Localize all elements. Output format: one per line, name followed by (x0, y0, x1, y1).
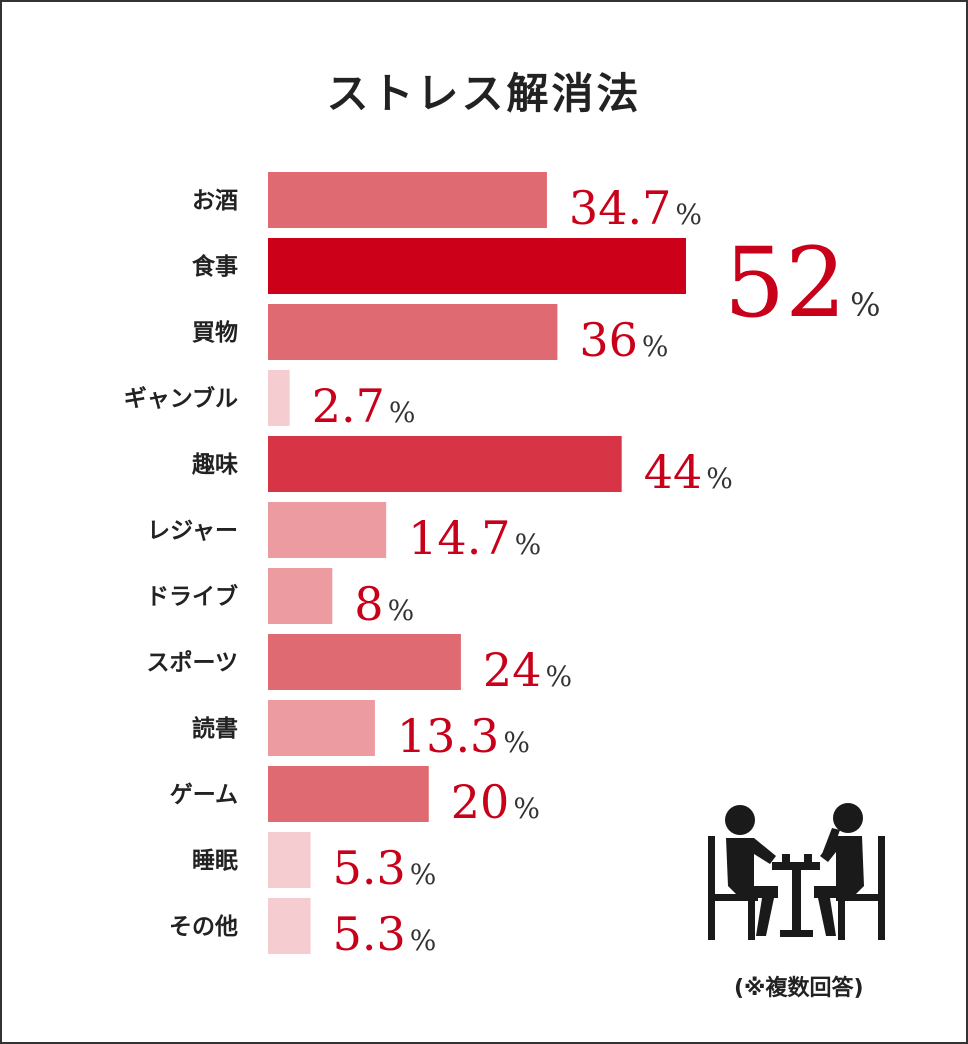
category-label: 趣味 (191, 452, 238, 478)
bar (268, 436, 622, 492)
bar (268, 898, 311, 954)
category-label: ギャンブル (124, 385, 238, 412)
category-label: 読書 (192, 715, 238, 742)
bar (268, 238, 686, 294)
bar (268, 700, 375, 756)
value-label: 24% (483, 643, 572, 697)
value-label: 52% (724, 227, 881, 339)
category-label: レジャー (147, 518, 238, 544)
bar (268, 172, 547, 228)
bar (268, 502, 387, 558)
value-label: 2.7% (312, 379, 416, 433)
value-label: 5.3% (333, 841, 437, 895)
bar (268, 568, 333, 624)
category-label: お酒 (192, 188, 238, 214)
bar (268, 766, 429, 822)
value-label: 44% (644, 445, 733, 499)
multiple-answers-note: (※複数回答) (734, 976, 864, 1001)
category-label: 買物 (192, 319, 238, 346)
value-label: 8% (354, 577, 414, 631)
bar (268, 370, 290, 426)
category-label: ドライブ (146, 583, 238, 610)
two-people-at-table-icon (708, 803, 885, 940)
value-label: 34.7% (569, 181, 702, 235)
value-label: 20% (451, 775, 540, 829)
bar (268, 832, 311, 888)
bar (268, 304, 558, 360)
value-label: 5.3% (333, 907, 437, 961)
category-label: スポーツ (146, 649, 238, 676)
category-label: 睡眠 (192, 848, 238, 874)
bar (268, 634, 461, 690)
chart-title: ストレス解消法 (326, 69, 642, 118)
value-label: 14.7% (408, 511, 541, 565)
category-label: その他 (169, 914, 238, 940)
value-label: 36% (579, 313, 668, 367)
category-label: ゲーム (170, 782, 238, 808)
category-label: 食事 (192, 253, 238, 280)
value-label: 13.3% (397, 709, 530, 763)
